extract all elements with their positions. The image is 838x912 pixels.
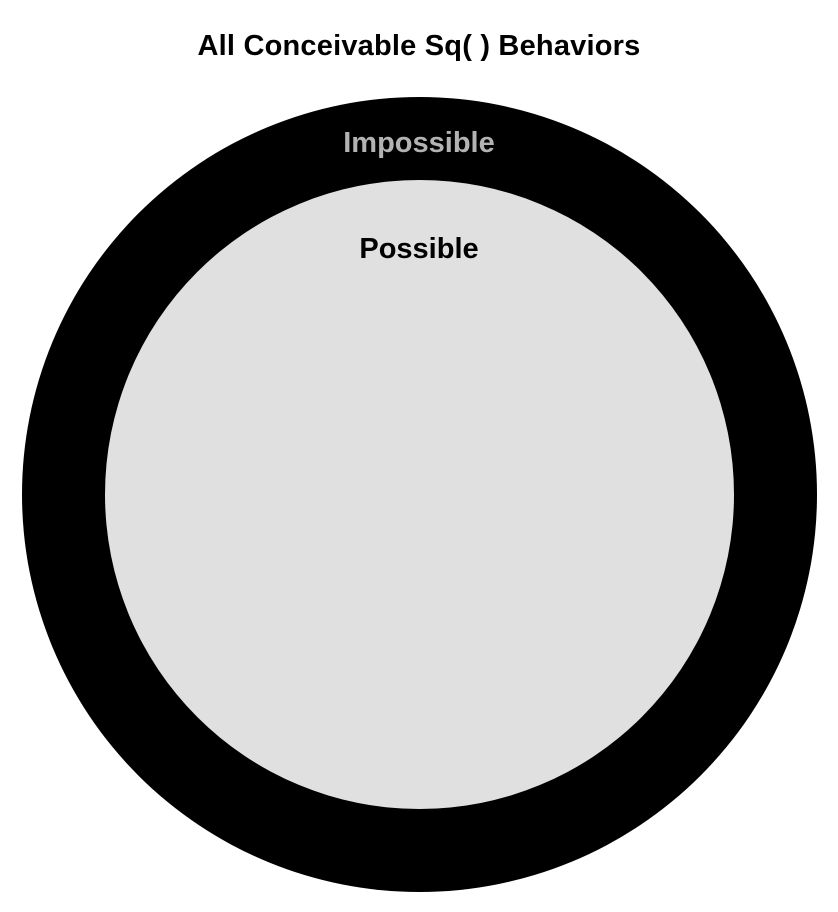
possible-region [105,180,734,809]
possible-label: Possible [359,233,479,265]
impossible-label: Impossible [343,127,495,159]
diagram-title: All Conceivable Sq( ) Behaviors [197,30,641,62]
